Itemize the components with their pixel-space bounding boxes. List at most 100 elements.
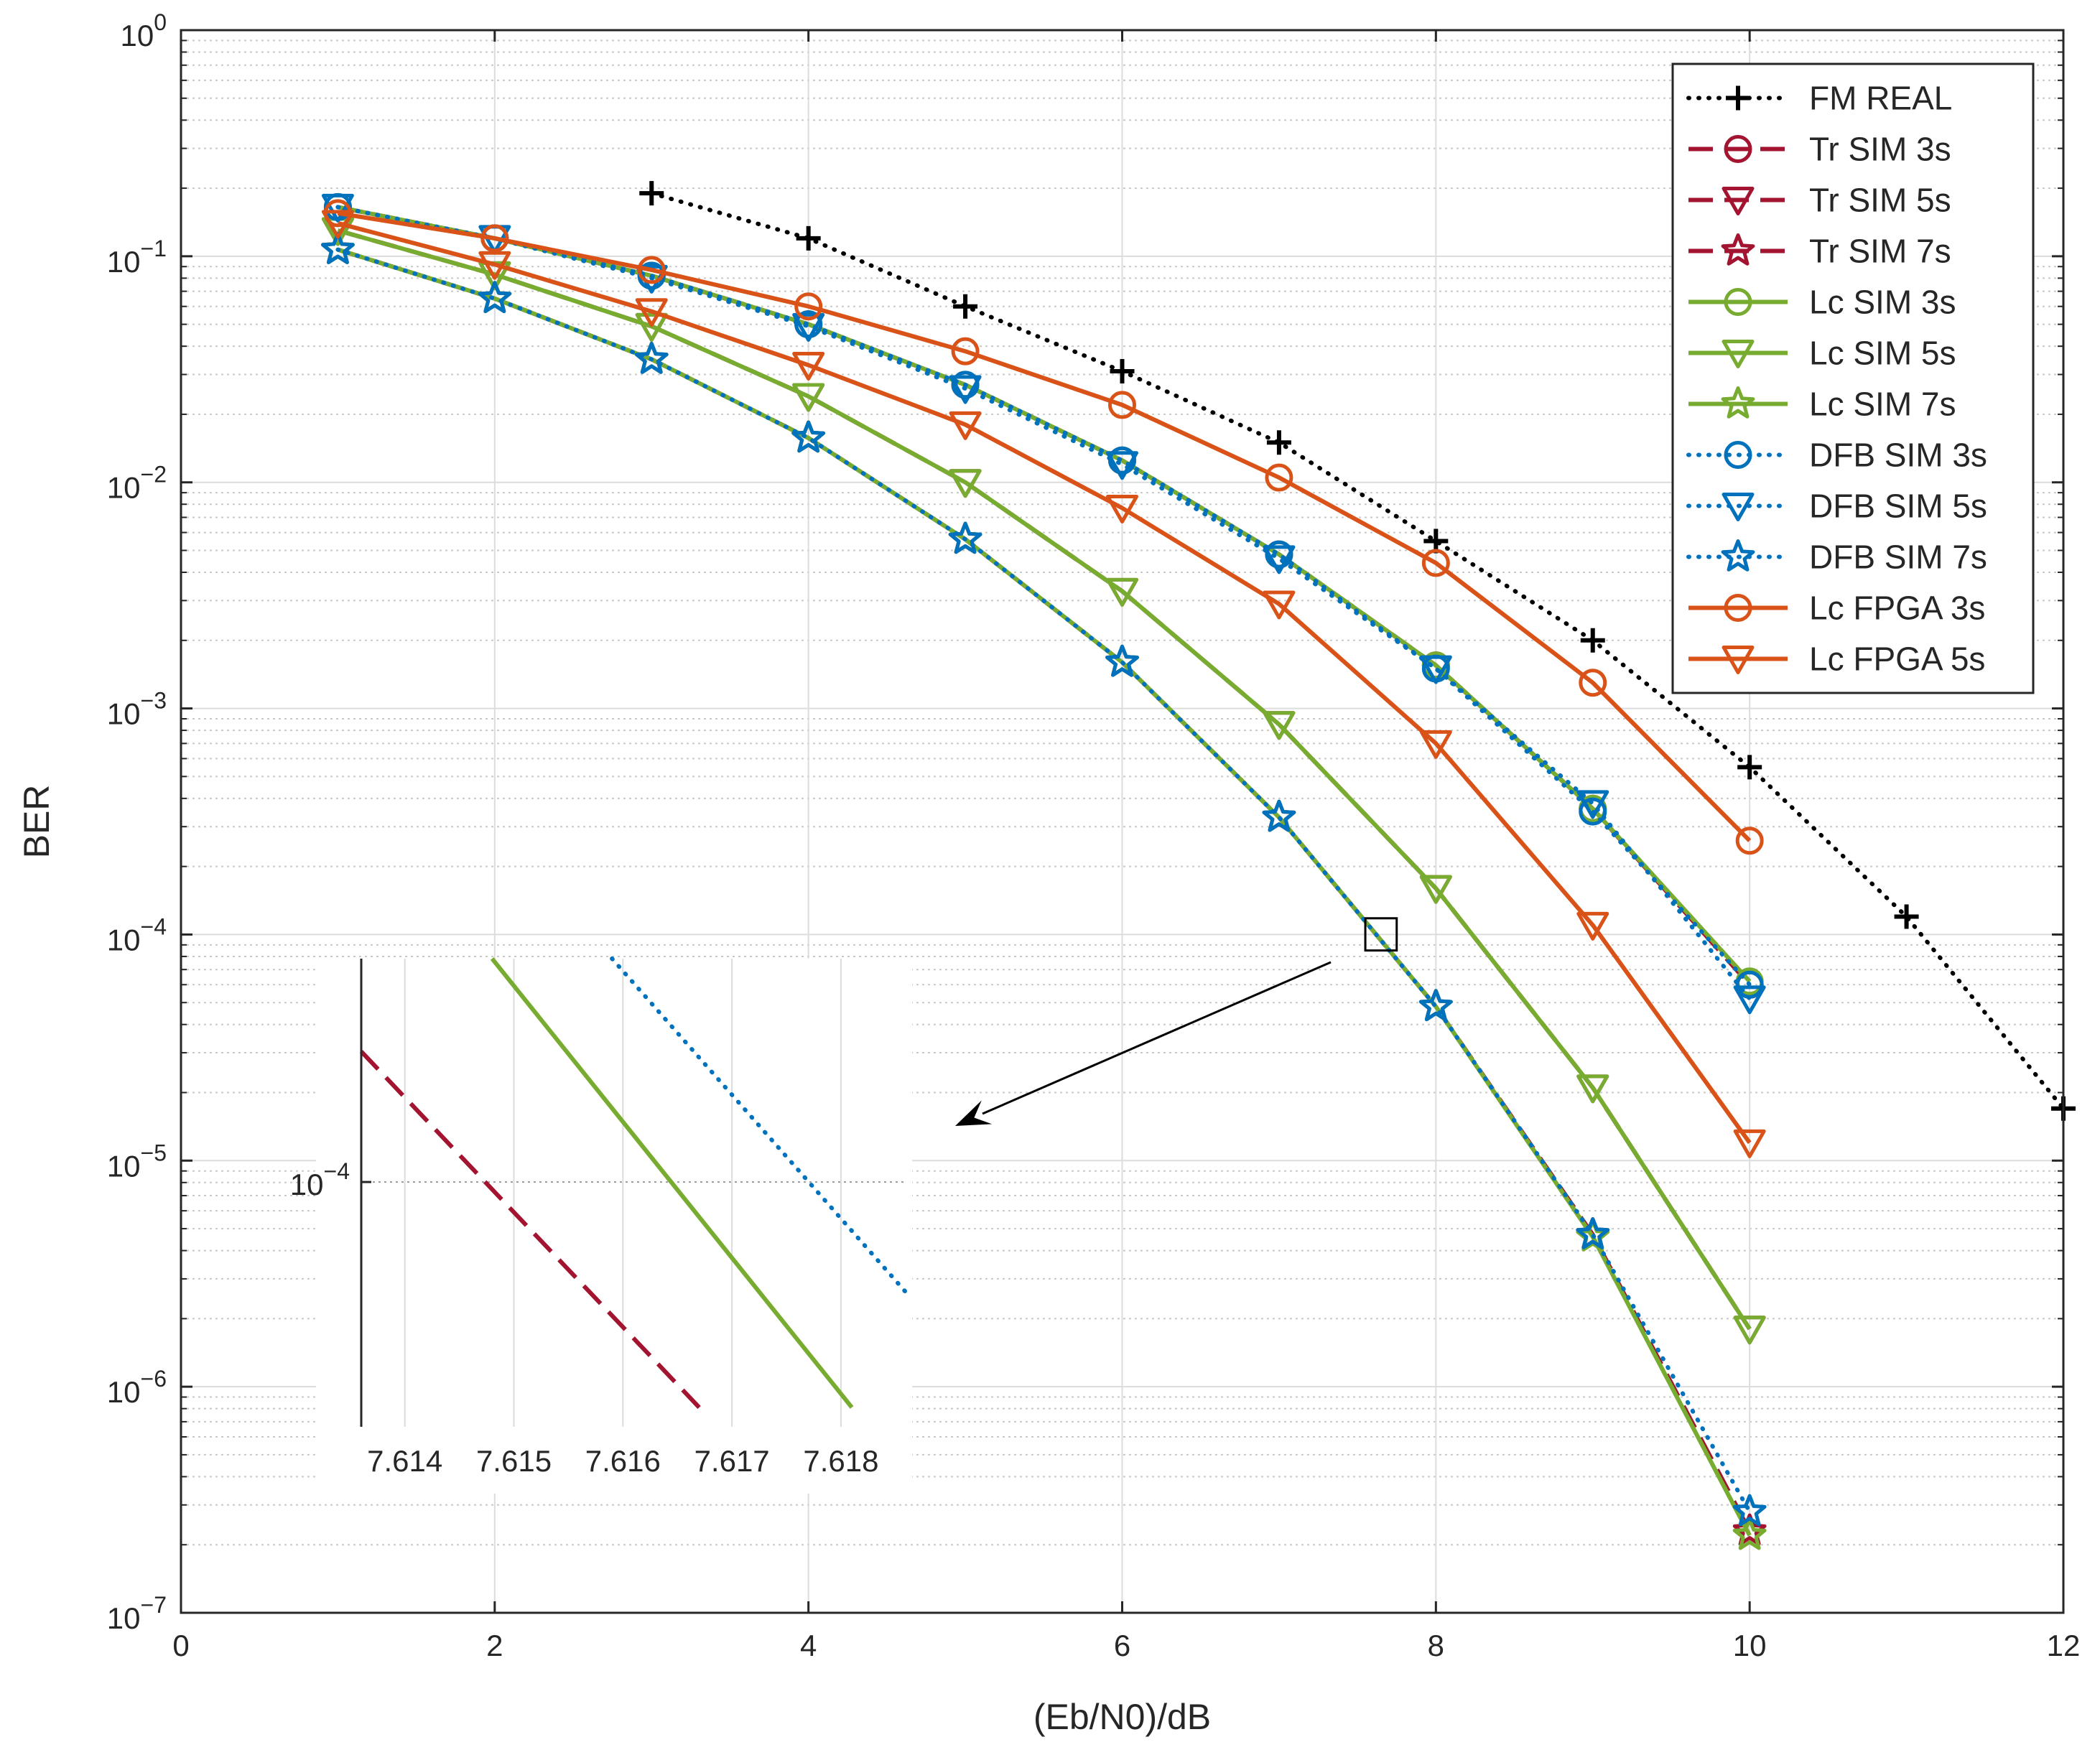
data-point [1419,730,1452,759]
data-point [478,251,511,280]
data-point [634,341,669,374]
marker-star [1721,539,1755,572]
marker-star [478,281,512,314]
inset-x-tick-label: 7.616 [585,1444,661,1478]
marker-plus [796,225,821,251]
inset-line-tr-sim-7s [359,1050,701,1410]
marker-triangle-down [478,251,511,280]
legend-entry: Tr SIM 5s [1688,182,1951,219]
data-point [1732,1513,1767,1546]
data-point [478,281,512,314]
marker-triangle-down [1576,1074,1609,1104]
y-tick-label: 10−4 [107,913,167,956]
data-point [1263,711,1296,740]
data-point [321,210,354,239]
marker-circle [480,224,509,253]
marker-circle [1108,391,1136,419]
legend-entry: Lc FPGA 5s [1688,641,1985,678]
series-dfb-sim-7s [320,232,1767,1527]
legend-label: Lc SIM 7s [1809,386,1956,423]
marker-star [320,232,355,264]
data-point [1106,451,1138,480]
marker-triangle-down [1733,985,1766,1015]
legend-label: FM REAL [1809,80,1952,117]
marker-circle [1724,135,1752,163]
marker-triangle-down [1419,875,1452,904]
marker-circle [1724,441,1752,469]
series-line [335,205,1752,1001]
data-point [635,298,668,327]
series-line [337,220,1752,1145]
marker-star [634,341,669,374]
marker-plus [1266,430,1291,455]
x-axis-label: (Eb/N0)/dB [1033,1697,1211,1737]
data-point [949,411,982,440]
y-tick-label-exponent: −7 [141,1592,167,1618]
data-point [1576,1217,1610,1249]
data-point [1108,391,1136,419]
marker-triangle-down [321,210,354,239]
marker-circle [1579,797,1607,826]
data-point [1266,430,1291,455]
x-tick-label: 6 [1114,1629,1130,1662]
inset-line-lc-sim-7s [490,957,854,1409]
x-tick-label: 4 [800,1629,817,1662]
marker-circle [637,256,666,284]
marker-triangle-down [949,411,982,440]
y-tick-label-exponent: −6 [141,1366,167,1392]
y-tick-label-exponent: −1 [141,236,167,261]
data-point [1421,549,1450,577]
marker-triangle-down [1263,545,1296,574]
legend-entry: Tr SIM 7s [1688,233,1951,270]
data-point [321,193,354,223]
marker-triangle-down [321,193,354,223]
marker-plus [1580,628,1605,653]
y-tick-label: 10−6 [107,1366,167,1409]
data-point [1106,577,1138,607]
marker-triangle-down [792,351,825,381]
marker-plus [1737,755,1762,780]
data-point [1732,1517,1767,1550]
legend-box [1671,62,2035,694]
inset-y-tick-label: 10−4 [290,1158,350,1201]
data-point [1263,590,1296,620]
y-tick-label-base: 10 [107,1601,141,1635]
legend-label: Tr SIM 5s [1809,182,1951,219]
data-point [1735,827,1764,855]
series-line [649,191,2066,1111]
marker-circle [1579,669,1607,697]
inset-line-dfb-sim-7s [610,956,909,1295]
inset-x-tick-label: 7.617 [694,1444,770,1478]
marker-circle [1421,549,1450,577]
data-point [1580,628,1605,653]
data-point [953,294,978,319]
legend-label: Lc SIM 3s [1809,284,1956,321]
zoom-arrow-head [955,1100,993,1126]
marker-circle [794,292,823,321]
data-point [1579,669,1607,697]
marker-triangle-down [1576,911,1609,941]
inset-x-tick-label: 7.614 [367,1444,442,1478]
data-point [1733,1129,1766,1158]
data-point [1419,655,1452,684]
y-tick-label-exponent: −2 [141,462,167,488]
data-point [1110,359,1135,384]
x-tick-label: 10 [1733,1629,1767,1662]
inset-plot: 10−4 7.614 7.615 7.616 7.617 7.618 [290,917,1398,1478]
data-point [1579,797,1607,826]
y-tick-label-exponent: −4 [141,913,167,939]
marker-star [791,420,826,453]
marker-triangle-down [1419,730,1452,759]
marker-plus [639,181,664,206]
series-lc-fpga-5s [321,210,1766,1158]
data-point [1733,1316,1766,1345]
data-point [1576,790,1609,819]
data-point [1106,494,1138,523]
series-line [337,210,1752,842]
y-tick-label-exponent: −5 [141,1140,167,1165]
zoom-arrow-line [982,961,1332,1115]
marker-triangle-down [792,383,825,412]
x-tick-label: 0 [172,1629,189,1662]
data-point [1576,1074,1609,1104]
data-point [949,469,982,498]
